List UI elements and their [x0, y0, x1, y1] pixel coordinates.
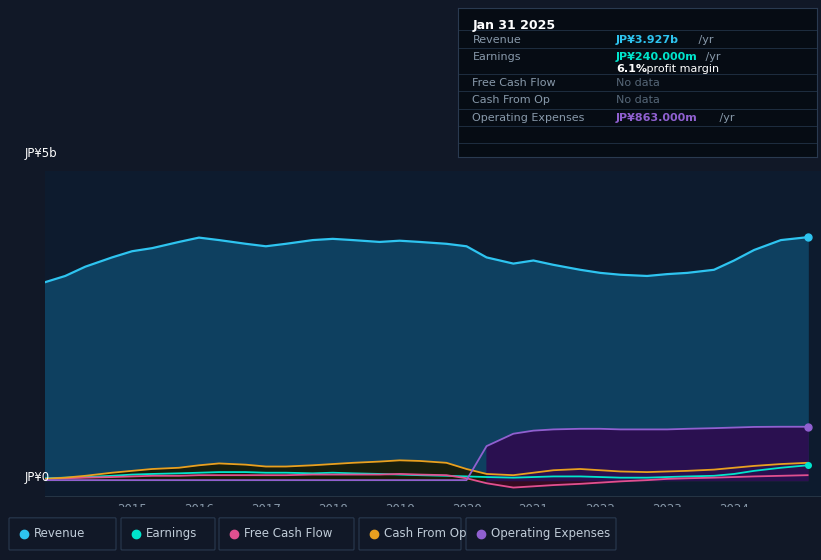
- Text: JP¥5b: JP¥5b: [25, 147, 57, 160]
- Text: Revenue: Revenue: [472, 35, 521, 45]
- Text: /yr: /yr: [702, 53, 721, 62]
- Text: Cash From Op: Cash From Op: [472, 95, 550, 105]
- Text: Revenue: Revenue: [34, 528, 85, 540]
- Text: Earnings: Earnings: [146, 528, 197, 540]
- Text: Operating Expenses: Operating Expenses: [472, 113, 585, 123]
- Text: 6.1%: 6.1%: [616, 63, 647, 73]
- Text: No data: No data: [616, 78, 660, 87]
- Text: profit margin: profit margin: [643, 63, 719, 73]
- Text: No data: No data: [616, 95, 660, 105]
- Text: Free Cash Flow: Free Cash Flow: [472, 78, 556, 87]
- Text: JP¥863.000m: JP¥863.000m: [616, 113, 698, 123]
- Text: JP¥0: JP¥0: [25, 472, 50, 484]
- Text: Cash From Op: Cash From Op: [384, 528, 466, 540]
- Text: Operating Expenses: Operating Expenses: [491, 528, 610, 540]
- Text: /yr: /yr: [717, 113, 735, 123]
- Text: JP¥240.000m: JP¥240.000m: [616, 53, 698, 62]
- Text: JP¥3.927b: JP¥3.927b: [616, 35, 679, 45]
- Text: /yr: /yr: [695, 35, 713, 45]
- Text: Free Cash Flow: Free Cash Flow: [244, 528, 333, 540]
- Text: Earnings: Earnings: [472, 53, 521, 62]
- Text: Jan 31 2025: Jan 31 2025: [472, 19, 556, 32]
